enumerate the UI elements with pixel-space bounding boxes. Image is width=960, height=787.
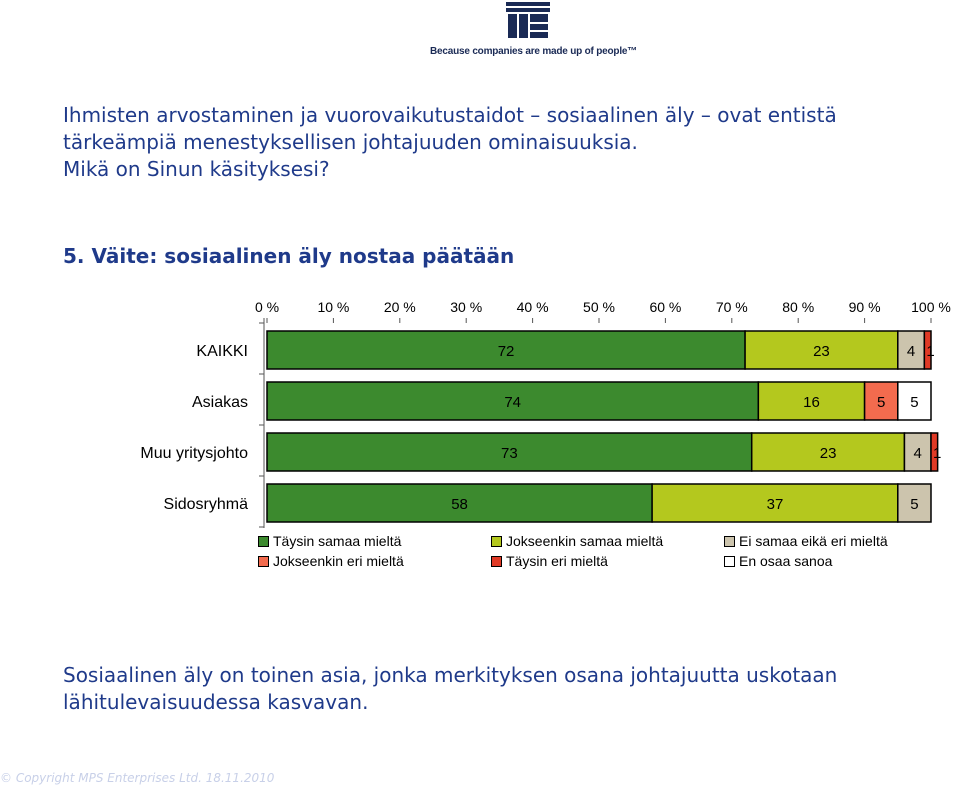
category-label: Asiakas [192, 394, 248, 411]
data-label: 16 [803, 394, 820, 411]
category-label: Muu yritysjohto [140, 445, 248, 462]
legend-swatch [724, 555, 735, 567]
legend-label: Jokseenkin eri mieltä [273, 553, 404, 569]
logo-tagline: Because companies are made up of people™ [430, 46, 638, 57]
data-label: 58 [451, 496, 468, 513]
data-label: 74 [504, 394, 521, 411]
legend-swatch [724, 535, 735, 547]
headline: Ihmisten arvostaminen ja vuorovaikutusta… [63, 102, 953, 183]
conclusion-line-2: lähitulevaisuudessa kasvavan. [63, 690, 369, 714]
legend-swatch [258, 555, 269, 567]
legend-label: Täysin eri mieltä [506, 553, 608, 569]
conclusion: Sosiaalinen äly on toinen asia, jonka me… [63, 662, 955, 716]
data-label: 73 [501, 445, 518, 462]
mps-logo-icon [506, 2, 550, 38]
legend-item: Täysin eri mieltä [491, 553, 608, 569]
x-tick-label: 20 % [384, 299, 416, 315]
category-label: Sidosryhmä [164, 496, 249, 513]
legend-label: Jokseenkin samaa mieltä [506, 533, 664, 549]
data-label: 4 [914, 445, 922, 462]
legend-label: Ei samaa eikä eri mieltä [739, 533, 888, 549]
legend-item: Täysin samaa mieltä [258, 533, 401, 549]
conclusion-line-1: Sosiaalinen äly on toinen asia, jonka me… [63, 663, 838, 687]
x-tick-label: 30 % [450, 299, 482, 315]
bar-segment [266, 432, 753, 472]
data-label: 23 [820, 445, 837, 462]
bar-segment [750, 432, 906, 472]
x-tick-label: 60 % [649, 299, 681, 315]
data-label: 37 [767, 496, 784, 513]
stacked-bar-chart: 0 % 10 % 20 % 30 % 40 % 50 % 60 % 70 % 80 % 90 % 1… [140, 299, 951, 528]
x-tick-label: 70 % [716, 299, 748, 315]
category-label: KAIKKI [196, 343, 248, 360]
x-tick-label: 40 % [517, 299, 549, 315]
bar-segment [897, 381, 932, 421]
bar-segment [897, 483, 932, 523]
x-tick-label: 0 % [255, 299, 279, 315]
bar-segment [266, 483, 653, 523]
x-tick-label: 10 % [317, 299, 349, 315]
data-label: 1 [926, 343, 934, 360]
bar-segment [897, 330, 926, 370]
headline-line-1: Ihmisten arvostaminen ja vuorovaikutusta… [63, 103, 837, 127]
legend-item: En osaa sanoa [724, 553, 832, 569]
chart-subtitle: 5. Väite: sosiaalinen äly nostaa päätään [63, 244, 515, 268]
data-label: 1 [933, 445, 941, 462]
x-tick-label: 100 % [911, 299, 951, 315]
legend-item: Ei samaa eikä eri mieltä [724, 533, 888, 549]
x-tick-label: 50 % [583, 299, 615, 315]
data-label: 5 [910, 394, 918, 411]
copyright-footer: © Copyright MPS Enterprises Ltd. 18.11.2… [0, 771, 275, 785]
legend-swatch [258, 535, 269, 547]
bar-segment [923, 330, 932, 370]
headline-line-3: Mikä on Sinun käsityksesi? [63, 157, 330, 181]
bar-segment [266, 330, 746, 370]
data-label: 4 [907, 343, 915, 360]
bar-segment [863, 381, 899, 421]
legend-label: En osaa sanoa [739, 553, 833, 569]
headline-line-2: tärkeämpiä menestyksellisen johtajuuden … [63, 130, 638, 154]
data-label: 5 [877, 394, 885, 411]
bar-segment [651, 483, 899, 523]
legend-item: Jokseenkin eri mieltä [258, 553, 404, 569]
mps-logo: Because companies are made up of people™ [430, 2, 637, 58]
legend-label: Täysin samaa mieltä [273, 533, 402, 549]
legend-swatch [491, 535, 502, 547]
legend-swatch [491, 555, 502, 567]
data-label: 72 [498, 343, 515, 360]
bar-segment [930, 432, 939, 472]
x-tick-label: 80 % [782, 299, 814, 315]
x-tick-label: 90 % [849, 299, 881, 315]
data-label: 5 [910, 496, 918, 513]
legend-item: Jokseenkin samaa mieltä [491, 533, 663, 549]
bar-segment [266, 381, 760, 421]
bar-segment [757, 381, 866, 421]
data-label: 23 [813, 343, 830, 360]
